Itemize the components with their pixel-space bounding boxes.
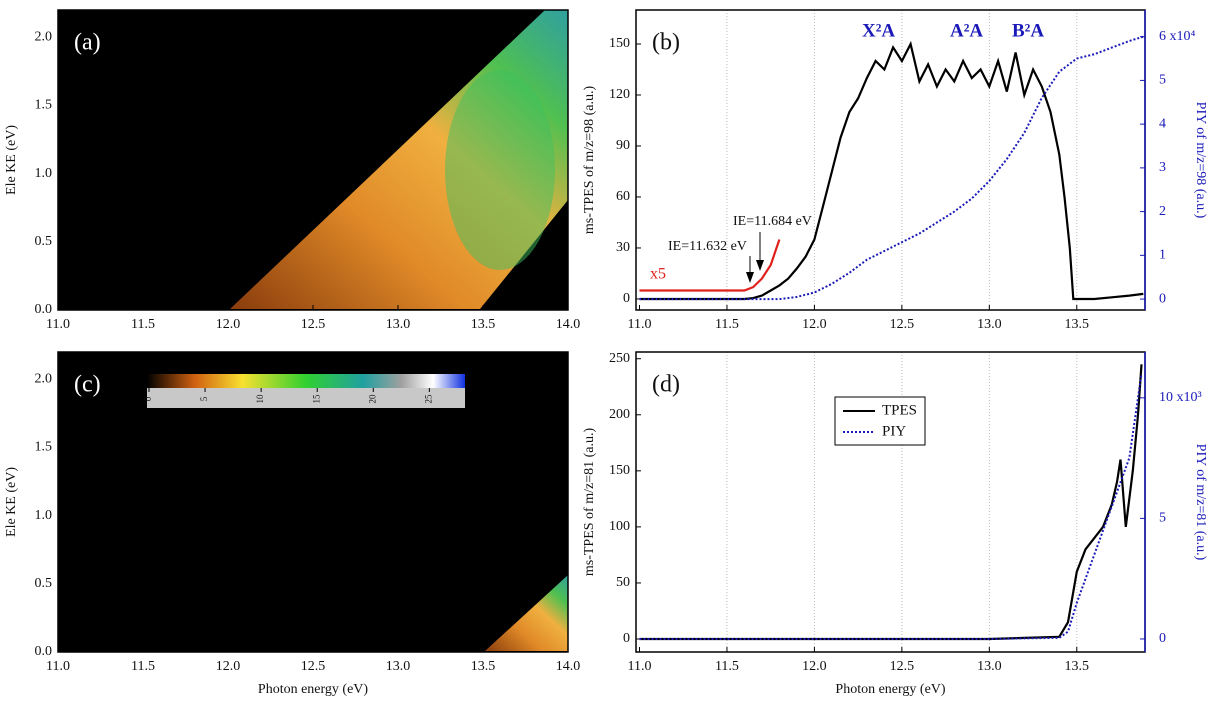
y2-tick-label: 4	[1159, 116, 1166, 131]
y2-tick-label: 0	[1159, 291, 1166, 306]
x-tick-label: 12.5	[301, 317, 326, 332]
x-axis-label: Photon energy (eV)	[835, 682, 945, 697]
x-tick-label: 12.0	[216, 317, 241, 332]
arrow-head	[756, 260, 764, 271]
y-tick-label: 90	[616, 138, 630, 153]
y-tick-label: 1.0	[35, 508, 53, 523]
colorbar-tick-label: 0	[143, 396, 153, 401]
x-tick-label: 11.0	[46, 659, 70, 674]
x-tick-label: 11.0	[628, 317, 652, 332]
y-tick-label: 250	[609, 351, 630, 366]
x-tick-label: 14.0	[556, 659, 581, 674]
series-line	[639, 40, 1144, 301]
y-tick-label: 30	[616, 240, 630, 255]
x-tick-label: 12.5	[890, 659, 915, 674]
annotation: x5	[650, 266, 666, 283]
panel-label: (a)	[74, 30, 101, 56]
y-tick-label: 0.5	[35, 234, 53, 249]
y-tick-label: 0.0	[35, 644, 53, 659]
y2-axis-label: PIY of m/z=81 (a.u.)	[1193, 444, 1208, 561]
x-tick-label: 11.5	[131, 659, 155, 674]
x-tick-label: 13.0	[977, 659, 1002, 674]
x-tick-label: 11.5	[715, 317, 739, 332]
x-tick-label: 12.5	[301, 659, 326, 674]
annotation: IE=11.632 eV	[668, 239, 747, 254]
y-axis-label: Ele KE (eV)	[4, 125, 19, 195]
colorbar-tick-label: 20	[367, 394, 377, 404]
panel-label: (d)	[652, 372, 680, 398]
colorbar-tick-label: 10	[255, 394, 265, 404]
x-tick-label: 13.5	[471, 317, 496, 332]
x-axis-label: Photon energy (eV)	[258, 682, 368, 697]
y-tick-label: 0	[623, 291, 630, 306]
series-line	[639, 239, 781, 292]
y-tick-label: 150	[609, 36, 630, 51]
x-tick-label: 12.0	[216, 659, 241, 674]
x-tick-label: 13.5	[1065, 659, 1090, 674]
x-tick-label: 13.5	[471, 659, 496, 674]
y-axis-label: ms-TPES of m/z=81 (a.u.)	[582, 428, 597, 577]
x-tick-label: 13.0	[386, 317, 411, 332]
x-tick-label: 12.0	[802, 659, 827, 674]
colorbar-tick-label: 15	[311, 394, 321, 404]
y-tick-label: 0.5	[35, 576, 53, 591]
legend-label: TPES	[882, 402, 917, 418]
x-tick-label: 14.0	[556, 317, 581, 332]
y2-tick-label: 6 x10⁴	[1159, 29, 1196, 44]
y-tick-label: 1.0	[35, 166, 53, 181]
x-tick-label: 11.0	[628, 659, 652, 674]
series-line	[639, 373, 1143, 640]
y2-tick-label: 10 x10³	[1159, 390, 1202, 405]
y-tick-label: 2.0	[35, 371, 53, 386]
annotation: B²A	[1012, 20, 1044, 41]
x-tick-label: 11.5	[715, 659, 739, 674]
arrow-head	[746, 272, 754, 283]
y-tick-label: 120	[609, 87, 630, 102]
x-tick-label: 12.0	[802, 317, 827, 332]
y-axis-label: Ele KE (eV)	[4, 467, 19, 537]
colorbar-tick-label: 5	[199, 396, 209, 401]
y-tick-label: 2.0	[35, 29, 53, 44]
y2-tick-label: 5	[1159, 73, 1166, 88]
annotation: A²A	[950, 20, 983, 41]
x-tick-label: 12.5	[890, 317, 915, 332]
panel-label: (b)	[652, 30, 680, 56]
y2-tick-label: 3	[1159, 160, 1166, 175]
panel-label: (c)	[74, 372, 101, 398]
y-tick-label: 0.0	[35, 302, 53, 317]
x-tick-label: 13.0	[977, 317, 1002, 332]
y2-tick-label: 1	[1159, 248, 1166, 263]
annotation: IE=11.684 eV	[733, 214, 812, 229]
x-tick-label: 11.5	[131, 317, 155, 332]
colorbar	[147, 374, 465, 388]
y-tick-label: 150	[609, 463, 630, 478]
series-line	[639, 35, 1144, 301]
legend-label: PIY	[882, 423, 906, 439]
y2-tick-label: 2	[1159, 204, 1166, 219]
y-tick-label: 200	[609, 407, 630, 422]
y-tick-label: 1.5	[35, 440, 53, 455]
y-tick-label: 100	[609, 519, 630, 534]
heatmap-core	[445, 70, 555, 270]
x-tick-label: 13.0	[386, 659, 411, 674]
y-axis-label: ms-TPES of m/z=98 (a.u.)	[582, 86, 597, 235]
y2-axis-label: PIY of m/z=98 (a.u.)	[1193, 102, 1208, 219]
y-tick-label: 50	[616, 575, 630, 590]
y2-tick-label: 5	[1159, 511, 1166, 526]
colorbar-tick-label: 25	[423, 394, 433, 404]
y-tick-label: 60	[616, 189, 630, 204]
y-tick-label: 0	[623, 631, 630, 646]
series-line	[639, 364, 1143, 641]
legend-box	[834, 396, 926, 446]
x-tick-label: 13.5	[1065, 317, 1090, 332]
heatmap-region	[485, 575, 568, 651]
plot-frame	[57, 351, 569, 653]
y-tick-label: 1.5	[35, 98, 53, 113]
plot-frame	[57, 9, 569, 311]
annotation: X²A	[862, 20, 895, 41]
y2-tick-label: 0	[1159, 631, 1166, 646]
x-tick-label: 11.0	[46, 317, 70, 332]
